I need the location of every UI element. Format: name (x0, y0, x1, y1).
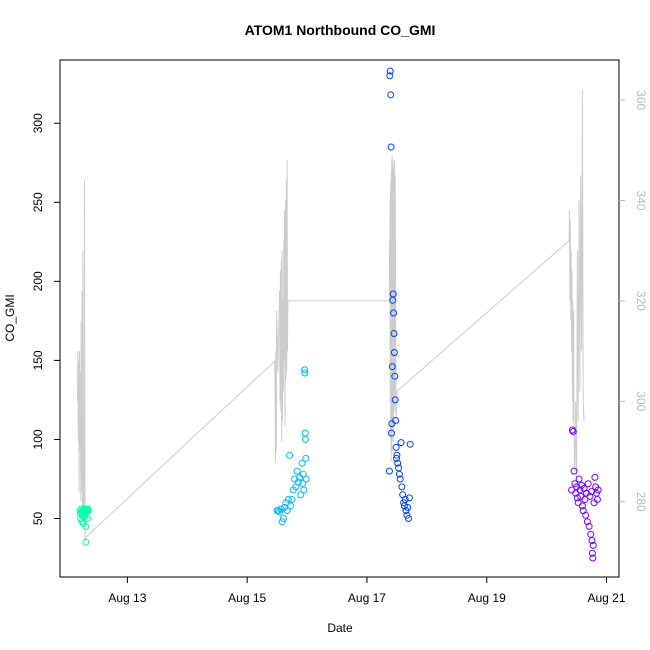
data-point-series-3 (388, 363, 396, 371)
data-point-series-4 (594, 486, 602, 494)
data-point-series-4 (589, 554, 597, 562)
data-point-series-4 (585, 522, 593, 530)
data-point-series-1 (84, 515, 91, 522)
data-point-series-2 (286, 451, 294, 459)
data-point-series-3 (393, 451, 401, 459)
data-point-series-3 (390, 330, 398, 337)
y2-tick-label: 280 (634, 492, 648, 512)
data-point-series-3 (392, 443, 400, 451)
data-point-series-2 (299, 480, 307, 488)
x-tick-label: Aug 17 (348, 591, 386, 605)
data-point-series-3 (385, 467, 393, 475)
y-tick-label: 100 (31, 429, 45, 449)
data-point-series-3 (398, 483, 406, 491)
data-point-series-2 (302, 475, 310, 483)
y2-tick-label: 360 (634, 90, 648, 110)
y-tick-label: 200 (31, 271, 45, 291)
data-point-series-2 (283, 507, 291, 515)
data-point-series-3 (395, 470, 403, 478)
data-point-series-2 (293, 467, 301, 475)
data-point-series-3 (389, 290, 397, 298)
data-point-series-4 (588, 488, 595, 496)
data-point-series-2 (288, 496, 296, 503)
data-point-series-1 (84, 507, 92, 515)
data-point-series-2 (278, 518, 286, 526)
data-point-series-2 (301, 369, 309, 377)
plot-area-frame (59, 59, 620, 578)
y-tick-label: 150 (31, 350, 45, 370)
y-tick-label: 50 (31, 512, 45, 526)
y-tick-label: 300 (31, 113, 45, 133)
data-point-series-4 (593, 496, 601, 503)
data-point-series-3 (393, 454, 400, 462)
chart-title: ATOM1 Northbound CO_GMI (245, 22, 436, 38)
data-point-series-3 (388, 429, 395, 437)
data-point-series-2 (287, 502, 295, 510)
data-point-series-4 (570, 467, 578, 475)
data-point-series-3 (390, 309, 398, 317)
data-point-series-4 (586, 492, 594, 500)
data-point-series-3 (406, 440, 414, 448)
altitude-line-layer (77, 90, 585, 543)
y2-axis: 280 300 320 340 360 (619, 90, 648, 512)
data-point-series-4 (581, 496, 589, 503)
data-point-series-4 (584, 480, 592, 488)
y-axis: 50 100 150 200 250 300 (31, 113, 60, 525)
data-point-series-4 (587, 530, 595, 538)
data-point-series-4 (573, 494, 581, 502)
data-point-series-2 (279, 515, 287, 522)
altitude-line (77, 90, 585, 543)
data-point-series-2 (276, 508, 284, 516)
data-point-series-3 (396, 475, 404, 483)
data-point-series-4 (582, 511, 590, 519)
data-point-series-2 (284, 496, 292, 503)
y-tick-label: 250 (31, 192, 45, 212)
data-point-series-1 (82, 522, 90, 530)
data-point-series-1 (82, 538, 90, 546)
data-point-series-3 (405, 515, 412, 522)
data-point-series-3 (391, 372, 399, 380)
x-tick-label: Aug 21 (587, 591, 625, 605)
data-point-series-3 (401, 496, 409, 503)
data-point-series-2 (294, 478, 302, 486)
data-point-series-2 (301, 435, 309, 443)
x-tick-label: Aug 15 (228, 591, 266, 605)
data-point-series-3 (387, 143, 395, 151)
x-axis: Aug 13 Aug 15 Aug 17 Aug 19 Aug 21 (108, 577, 626, 605)
data-point-series-2 (297, 491, 305, 499)
data-point-series-3 (386, 72, 394, 80)
data-point-series-2 (277, 505, 285, 513)
data-point-series-3 (394, 459, 402, 467)
data-point-series-4 (589, 541, 597, 549)
data-point-series-3 (387, 91, 395, 99)
x-axis-label: Date (327, 621, 353, 635)
data-point-series-3 (397, 439, 405, 447)
data-point-series-4 (583, 518, 591, 526)
data-point-series-4 (588, 549, 596, 557)
data-point-series-2 (298, 459, 306, 467)
data-point-series-4 (591, 473, 599, 481)
data-point-series-3 (390, 349, 398, 356)
data-point-series-2 (300, 486, 308, 494)
x-tick-label: Aug 13 (108, 591, 146, 605)
data-point-series-4 (575, 475, 583, 483)
y2-tick-label: 300 (634, 391, 648, 411)
y2-tick-label: 340 (634, 191, 648, 211)
data-point-series-3 (404, 503, 412, 511)
data-point-series-4 (569, 428, 577, 435)
data-point-series-3 (405, 494, 413, 502)
points-layer (76, 67, 602, 562)
data-point-series-2 (301, 429, 309, 437)
data-point-series-2 (302, 454, 310, 462)
data-point-series-2 (301, 366, 309, 374)
data-point-series-3 (386, 67, 394, 75)
y-axis-label: CO_GMI (3, 294, 17, 341)
data-point-series-3 (392, 417, 400, 424)
data-point-series-3 (391, 396, 399, 404)
y2-tick-label: 320 (634, 291, 648, 311)
x-tick-label: Aug 19 (468, 591, 506, 605)
data-point-series-4 (588, 537, 596, 545)
data-point-series-4 (578, 502, 586, 510)
